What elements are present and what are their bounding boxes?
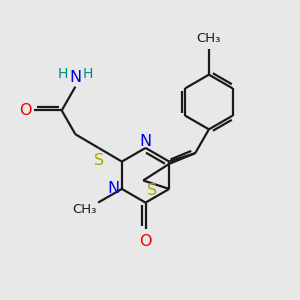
Text: S: S [94,153,104,168]
Text: H: H [58,67,68,81]
Text: O: O [19,103,31,118]
Text: O: O [139,234,152,249]
Text: H: H [83,67,93,81]
Text: CH₃: CH₃ [72,203,97,216]
Text: N: N [140,134,152,149]
Text: N: N [69,70,81,85]
Text: CH₃: CH₃ [197,32,221,45]
Text: S: S [147,183,158,198]
Text: N: N [107,182,119,196]
